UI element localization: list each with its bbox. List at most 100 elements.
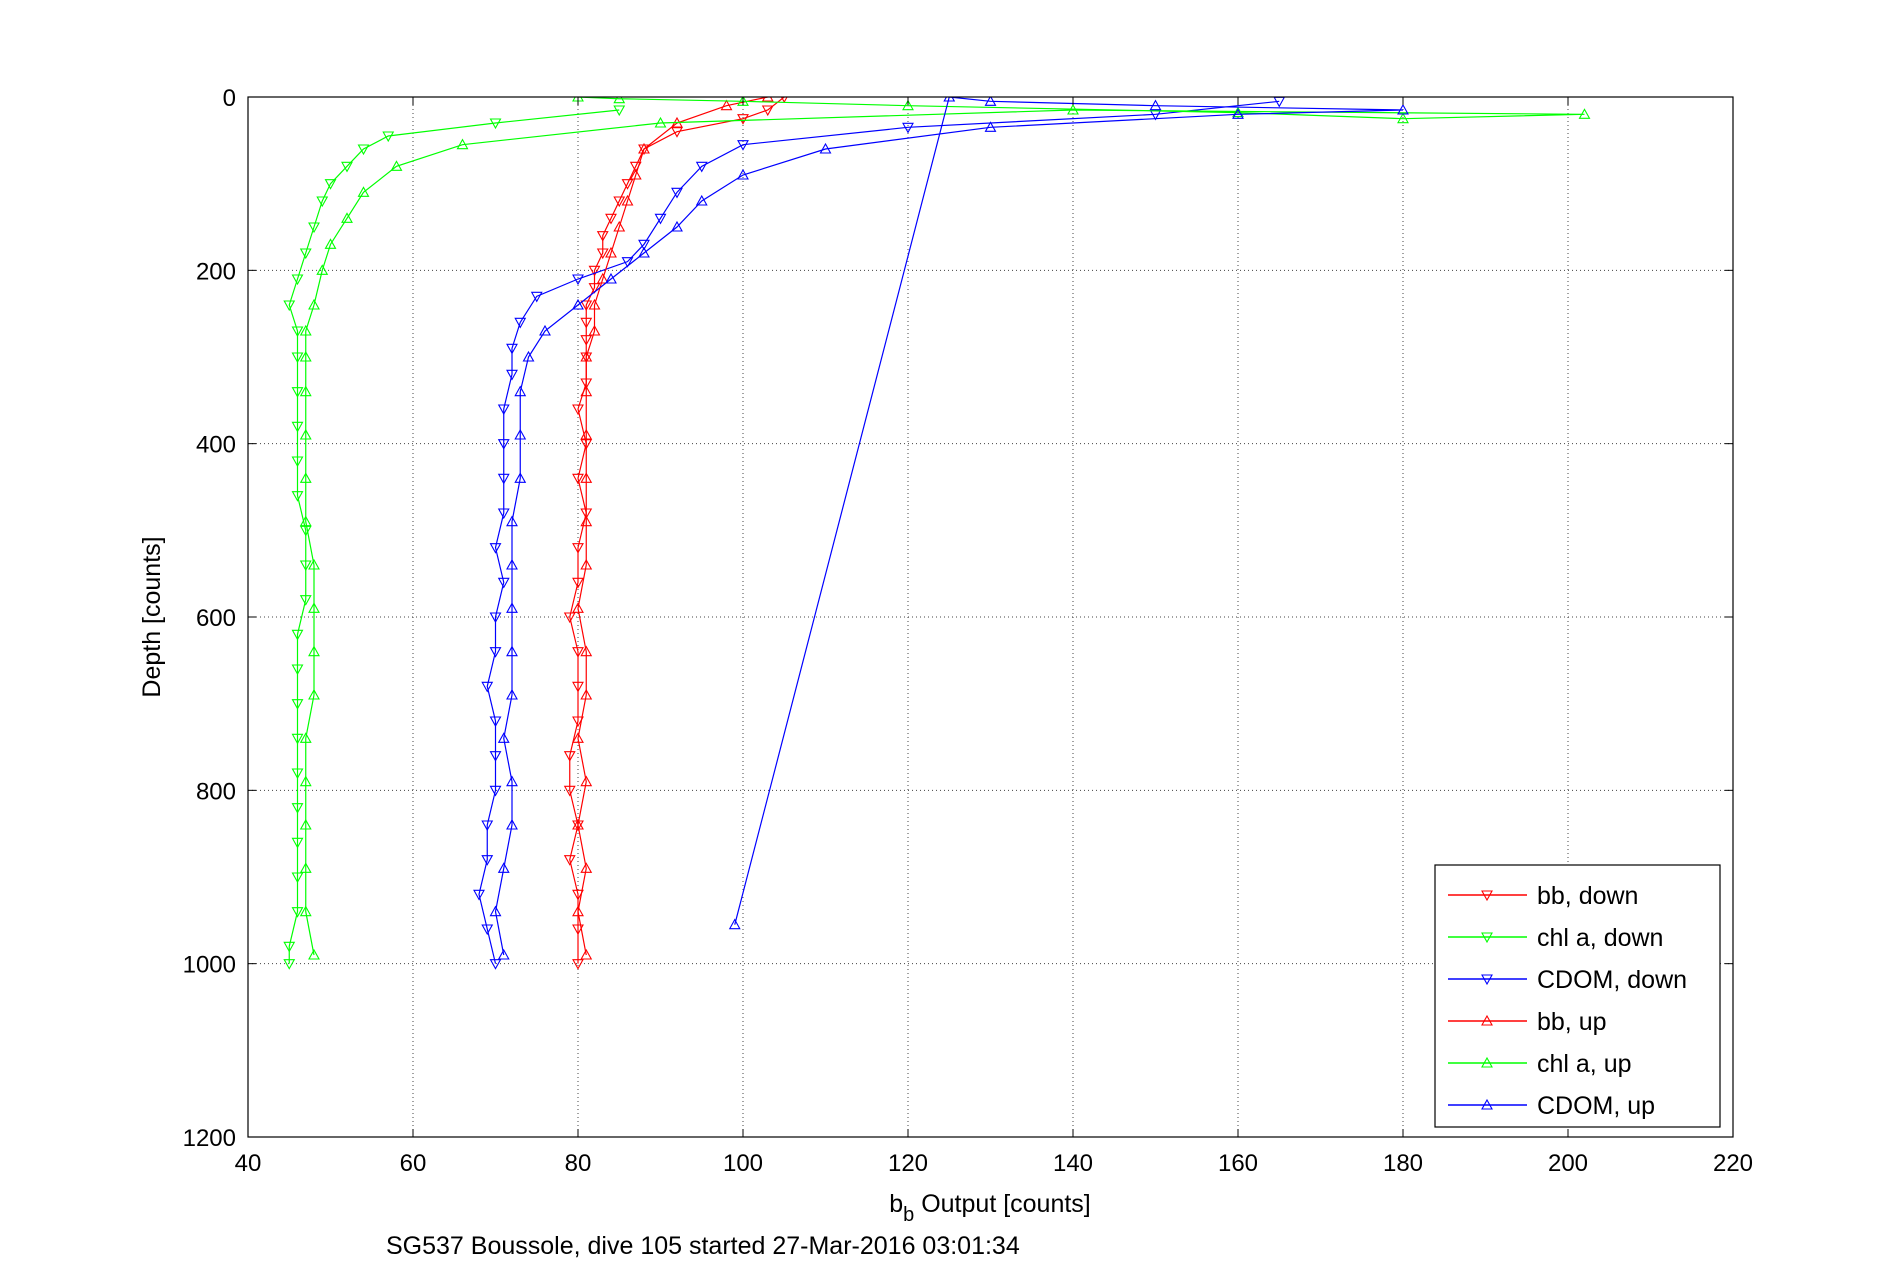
data-point [316, 264, 329, 275]
data-point [613, 105, 626, 117]
data-point [456, 138, 469, 150]
data-point [580, 775, 593, 787]
y-axis-label: Depth [counts] [138, 536, 166, 697]
x-axis-label-subscript: b [903, 1204, 914, 1226]
legend-label: bb, down [1537, 882, 1638, 910]
data-point [588, 283, 601, 294]
x-tick-label: 100 [723, 1150, 763, 1177]
data-point [497, 948, 510, 960]
legend: bb, down chl a, down CDOM, down bb, up chl a… [1434, 864, 1721, 1128]
x-tick-label: 40 [235, 1150, 262, 1177]
data-point [580, 558, 593, 570]
data-point [291, 387, 304, 398]
legend-label: bb, up [1537, 1008, 1607, 1036]
data-point [572, 959, 584, 970]
x-tick-label: 60 [400, 1150, 427, 1177]
data-point [572, 473, 584, 485]
x-tick-label: 180 [1383, 1150, 1423, 1177]
legend-label: CDOM, up [1537, 1092, 1655, 1120]
data-point [481, 924, 494, 936]
data-point [308, 688, 320, 700]
data-point [514, 428, 527, 440]
data-point [539, 324, 551, 336]
data-point [481, 820, 494, 832]
data-point [316, 196, 329, 208]
data-point [1149, 99, 1162, 111]
y-tick-label: 0 [223, 85, 236, 112]
data-point [902, 122, 914, 134]
x-tick-label: 200 [1548, 1150, 1588, 1177]
data-point [638, 142, 650, 154]
data-point [291, 907, 304, 918]
series-line [494, 97, 1404, 956]
data-point [943, 97, 956, 102]
data-point [695, 194, 708, 206]
data-point [638, 239, 650, 251]
data-point [481, 855, 494, 866]
data-point [506, 818, 518, 830]
legend-marker [1481, 890, 1493, 902]
y-tick-label: 200 [196, 258, 236, 285]
data-point [283, 941, 296, 953]
legend-marker [1481, 932, 1493, 944]
data-point [572, 274, 584, 286]
data-point [563, 612, 576, 624]
legend-marker [1481, 1098, 1493, 1110]
data-point [489, 118, 502, 130]
data-point [728, 918, 741, 930]
data-point [580, 300, 593, 312]
data-point [572, 298, 584, 310]
data-point [291, 699, 304, 710]
data-point [299, 385, 312, 397]
data-point [1067, 103, 1079, 115]
data-point [308, 298, 320, 310]
data-point [522, 350, 535, 362]
data-point [382, 131, 395, 143]
data-point [761, 105, 774, 117]
data-point [1232, 106, 1244, 118]
data-point [563, 785, 576, 797]
data-point [324, 238, 337, 249]
y-tick-label: 600 [196, 605, 236, 632]
data-point [506, 343, 518, 355]
data-point [819, 142, 832, 154]
legend-label: chl a, down [1537, 924, 1663, 952]
x-tick-label: 160 [1218, 1150, 1258, 1177]
data-point [654, 213, 667, 225]
data-point [291, 872, 304, 884]
data-point [605, 246, 617, 258]
data-point [1232, 108, 1244, 119]
data-point [572, 543, 584, 554]
data-point [737, 140, 749, 151]
series-cdom-down [473, 97, 1286, 970]
data-point [514, 472, 527, 483]
data-point [572, 404, 584, 416]
data-point [580, 472, 593, 483]
chart-caption: SG537 Boussole, dive 105 started 27-Mar-… [386, 1232, 1020, 1260]
data-point [489, 612, 502, 624]
data-point [506, 369, 518, 381]
data-point [481, 681, 494, 693]
legend-entry: CDOM, down [1448, 966, 1687, 994]
data-point [1578, 108, 1591, 119]
data-point [580, 317, 593, 329]
data-point [506, 645, 518, 657]
legend-marker [1481, 1014, 1493, 1026]
legend-label: CDOM, down [1537, 966, 1687, 994]
data-point [299, 525, 312, 537]
axis-ticks: 40 60 80 100 120 140 160 180 200 220 0 200 400 600 800… [183, 85, 1753, 1177]
data-point [580, 350, 593, 362]
data-point [580, 688, 593, 700]
data-point [299, 324, 312, 336]
data-point [514, 317, 527, 329]
data-point [497, 732, 510, 743]
data-point [572, 716, 584, 728]
data-point [572, 577, 584, 589]
data-point [580, 385, 593, 397]
legend-entry: chl a, up [1448, 1050, 1632, 1078]
data-point [473, 889, 485, 901]
data-point [1397, 103, 1409, 115]
y-tick-label: 800 [196, 778, 236, 805]
data-point [580, 948, 593, 960]
data-point [497, 473, 510, 485]
